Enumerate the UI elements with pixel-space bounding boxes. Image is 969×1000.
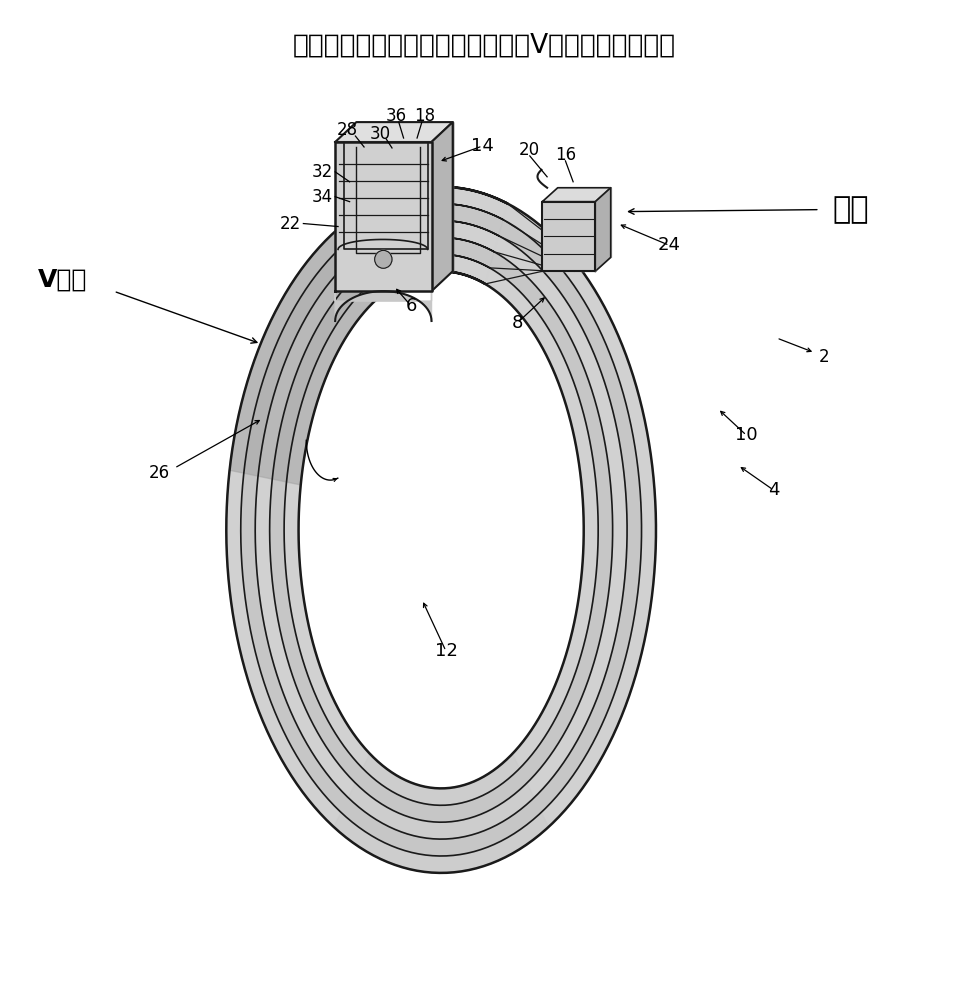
- Text: 24: 24: [658, 236, 681, 254]
- Polygon shape: [543, 202, 595, 271]
- Text: 14: 14: [471, 137, 494, 155]
- Text: 凸耳: 凸耳: [832, 195, 869, 224]
- Polygon shape: [543, 188, 610, 202]
- Polygon shape: [431, 122, 453, 291]
- Polygon shape: [335, 142, 431, 291]
- Polygon shape: [335, 122, 453, 142]
- Text: 2: 2: [818, 348, 828, 366]
- Text: 22: 22: [279, 215, 300, 233]
- Polygon shape: [227, 187, 656, 873]
- Text: 36: 36: [386, 107, 406, 125]
- Polygon shape: [333, 754, 548, 873]
- Polygon shape: [558, 188, 610, 257]
- Circle shape: [375, 250, 392, 268]
- Text: 18: 18: [414, 107, 435, 125]
- Polygon shape: [240, 204, 641, 856]
- Polygon shape: [595, 188, 610, 271]
- Polygon shape: [335, 291, 431, 321]
- Polygon shape: [357, 122, 453, 271]
- Polygon shape: [230, 204, 397, 485]
- Polygon shape: [255, 221, 627, 839]
- Text: 8: 8: [512, 314, 523, 332]
- Text: 10: 10: [735, 426, 758, 444]
- Polygon shape: [227, 187, 656, 873]
- Text: 30: 30: [370, 125, 391, 143]
- Text: 26: 26: [148, 464, 170, 482]
- Text: 32: 32: [312, 163, 333, 181]
- Text: 16: 16: [555, 146, 576, 164]
- Text: 大致沿着绕着周向通向凸耳区域的V轮廓的单件夹持器: 大致沿着绕着周向通向凸耳区域的V轮廓的单件夹持器: [293, 33, 676, 59]
- Text: 12: 12: [434, 642, 457, 660]
- Text: 4: 4: [767, 481, 779, 499]
- Polygon shape: [269, 237, 612, 822]
- Text: 28: 28: [337, 121, 359, 139]
- Text: 6: 6: [406, 297, 417, 315]
- Text: 34: 34: [312, 188, 333, 206]
- Text: 20: 20: [519, 141, 541, 159]
- Polygon shape: [284, 254, 598, 805]
- Text: V轮廓: V轮廓: [38, 267, 87, 291]
